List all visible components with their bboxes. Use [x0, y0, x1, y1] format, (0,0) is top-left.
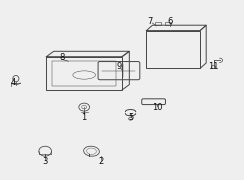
Text: 9: 9	[117, 62, 122, 71]
Text: 7: 7	[147, 17, 153, 26]
Text: 6: 6	[167, 17, 172, 26]
Text: 4: 4	[11, 78, 16, 87]
Text: 1: 1	[81, 112, 87, 122]
Text: 5: 5	[128, 112, 133, 122]
Text: 8: 8	[60, 53, 65, 62]
Text: 2: 2	[99, 158, 104, 166]
Bar	[165, 22, 171, 25]
Text: 11: 11	[208, 62, 219, 71]
Text: 10: 10	[152, 103, 163, 112]
Bar	[155, 22, 161, 25]
Text: 3: 3	[42, 158, 48, 166]
